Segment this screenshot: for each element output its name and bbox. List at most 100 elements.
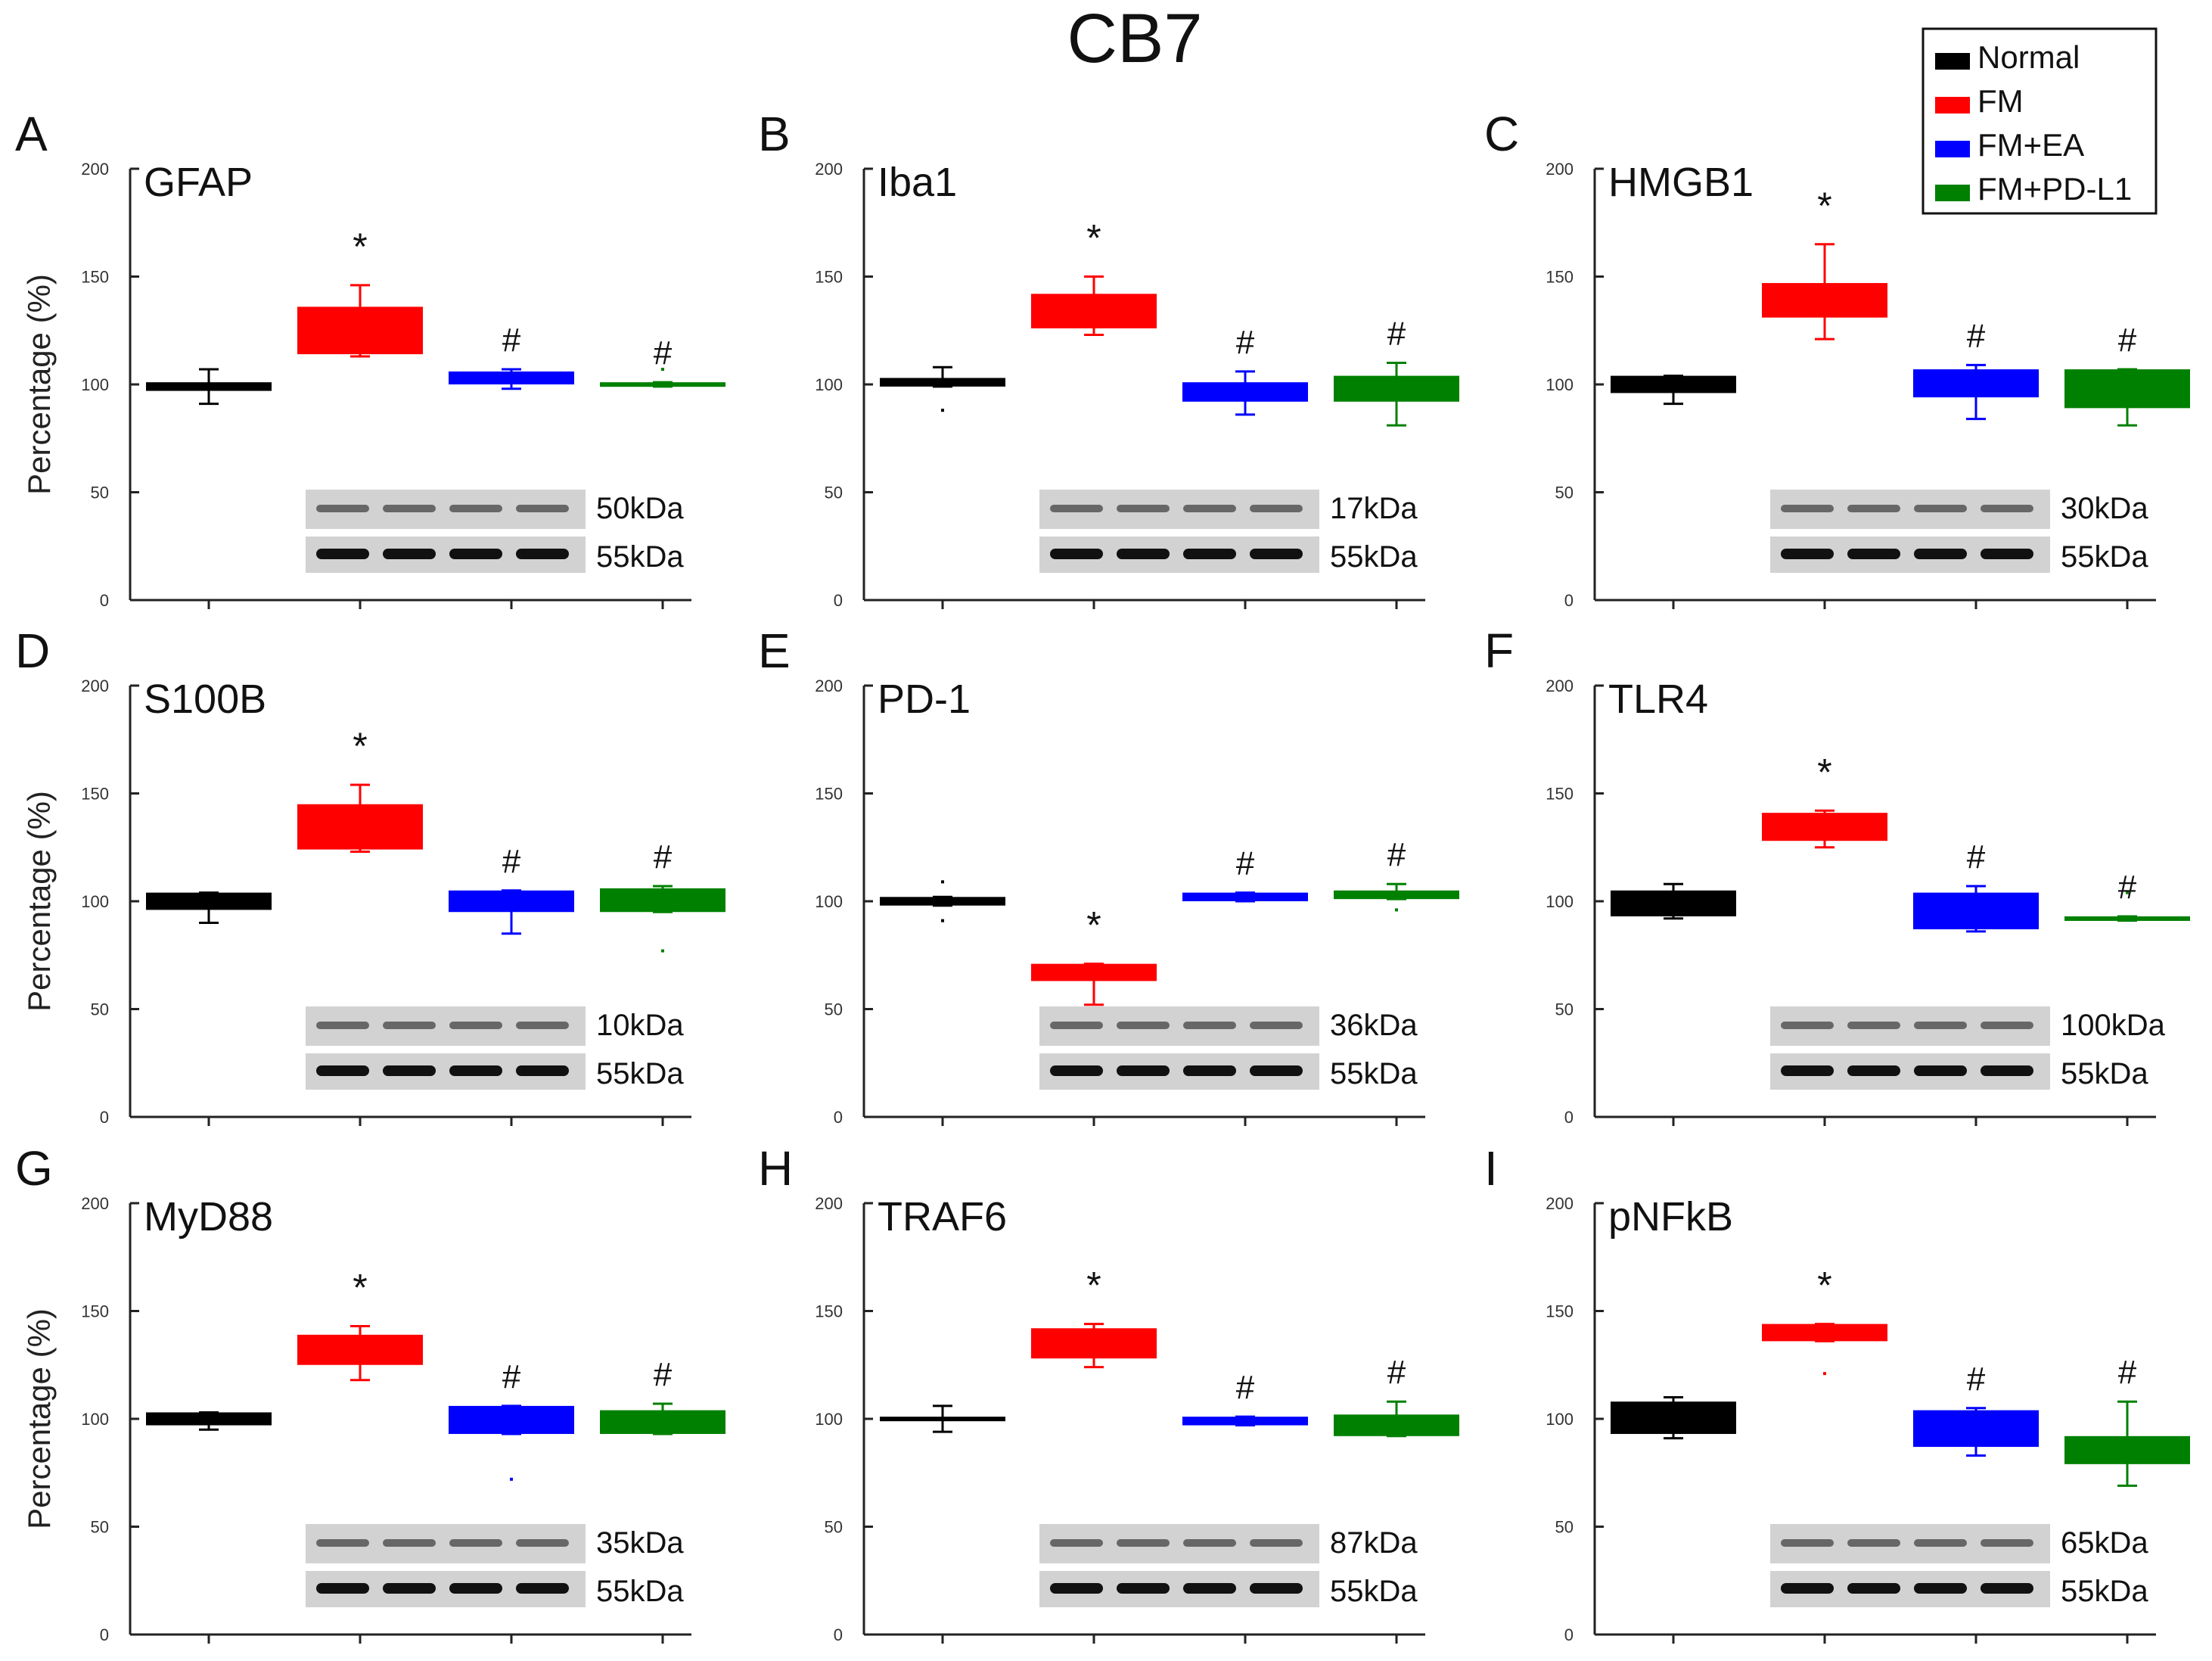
blot-band [1914,505,1967,512]
panel-i: I 0 50 100 150 200 pNFkB * # #65kDa 55kDa [1484,1141,2190,1644]
box-body [880,378,1005,387]
y-tick-label: 200 [1546,160,1574,179]
significance-hash: # [502,1358,521,1395]
outlier-point [510,1477,513,1481]
y-tick-label: 50 [825,1000,843,1019]
y-tick-label: 100 [815,375,843,394]
significance-hash: # [2118,322,2137,359]
box-body [449,1405,574,1434]
blot-band [516,1065,569,1076]
significance-hash: # [1967,1361,1986,1398]
box-fm: * [297,725,423,853]
y-axis-label: Percentage (%) [21,791,57,1012]
y-tick-label: 150 [1546,1302,1574,1321]
box-body [880,1417,1005,1422]
blot-band [1981,549,2033,559]
panel-title: TRAF6 [878,1194,1007,1240]
significance-star: * [1086,904,1101,947]
box-body [1031,294,1157,328]
panel-letter: C [1484,107,1519,161]
blot-band [1117,1065,1170,1076]
blot-band [1050,505,1103,512]
blot-band [1183,505,1236,512]
panel-letter: H [758,1141,793,1196]
box-fm-pd-l1: # [1334,316,1459,427]
y-tick-label: 0 [100,1108,109,1127]
y-tick-label: 0 [834,1108,843,1127]
blot-band [449,549,502,559]
blot-band [1050,1065,1103,1076]
significance-hash: # [654,334,673,372]
blot-band [383,1583,436,1594]
box-body [297,306,423,355]
y-tick-label: 50 [1555,1518,1574,1537]
y-tick-label: 0 [100,1625,109,1644]
panels: A 0 50 100 150 200 Percentage (%) GFAP * # #50kDa 5… [15,107,2190,1644]
blot-band [1117,1539,1170,1547]
legend-swatch [1935,185,1970,201]
box-normal [146,891,272,924]
box-body [1913,369,2039,398]
box-body [297,804,423,850]
panel-h: H 0 50 100 150 200 TRAF6 * # #87kDa 55kDa [758,1141,1459,1644]
panel-g: G 0 50 100 150 200 Percentage (%) MyD88 * # #35kDa… [15,1141,725,1644]
significance-star: * [1817,185,1831,227]
y-tick-label: 150 [81,785,109,804]
box-body [1334,1414,1459,1436]
box-body [600,1410,725,1434]
blot-band [449,505,502,512]
blot-band [1781,1583,1834,1594]
box-normal [880,880,1005,922]
panel-c: C 0 50 100 150 200 HMGB1 * # #30kDa 55kDa [1484,107,2190,610]
y-tick-label: 0 [834,591,843,610]
significance-hash: # [502,843,521,880]
box-body [1182,892,1308,901]
blot-band [1914,1065,1967,1076]
y-tick-label: 150 [81,1302,109,1321]
blot-band [383,1539,436,1547]
blot-label-target: 36kDa [1330,1009,1418,1042]
y-tick-label: 100 [1546,375,1574,394]
box-body [1762,813,1887,841]
panel-letter: A [15,107,48,161]
box-body [1031,1328,1157,1359]
blot-label-loading: 55kDa [1330,540,1418,574]
panel-letter: D [15,624,50,678]
box-body [1611,375,1736,393]
box-body [2064,1435,2190,1464]
y-tick-label: 150 [1546,785,1574,804]
blot-label-loading: 55kDa [1330,1575,1418,1608]
blot-band [1250,1539,1303,1547]
y-axis-label: Percentage (%) [21,1308,57,1529]
y-tick-label: 50 [1555,1000,1574,1019]
blot-band [1183,1539,1236,1547]
blot-band [1847,1583,1900,1594]
box-body [297,1334,423,1365]
blot-label-target: 30kDa [2061,492,2148,525]
western-blot [306,1006,586,1090]
box-fm-pd-l1: # [2064,322,2190,427]
box-normal [146,1411,272,1431]
panel-letter: E [758,624,791,678]
y-tick-label: 150 [1546,268,1574,287]
legend-swatch [1935,53,1970,70]
box-body [1182,382,1308,402]
western-blot [1770,490,2050,573]
box-fm-ea: # [1182,1369,1308,1427]
blot-band [316,1065,369,1076]
panel-f: F 0 50 100 150 200 TLR4 * # #100kDa 55kDa [1484,624,2190,1127]
blot-band [449,1065,502,1076]
significance-hash: # [1387,1354,1406,1391]
y-tick-label: 0 [1564,1625,1574,1644]
blot-band [516,549,569,559]
y-tick-label: 200 [815,1194,843,1213]
blot-label-target: 17kDa [1330,492,1418,525]
box-normal [146,368,272,406]
box-body [1913,1410,2039,1448]
box-body [2064,369,2190,409]
blot-label-loading: 55kDa [2061,540,2148,574]
panel-title: MyD88 [144,1194,273,1240]
blot-band [1250,549,1303,559]
y-tick-label: 50 [1555,484,1574,502]
